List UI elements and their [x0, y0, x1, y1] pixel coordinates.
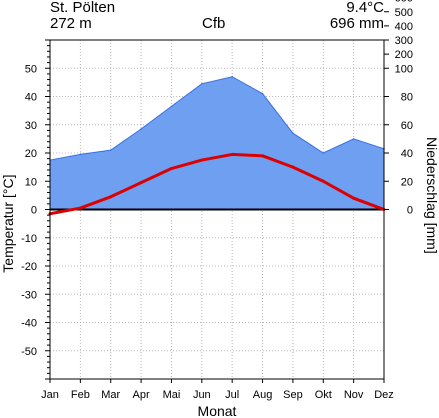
precipitation-point: [170, 105, 173, 108]
temperature-tick-label: 10: [25, 176, 37, 188]
temperature-point: [291, 165, 295, 169]
precipitation-point: [261, 92, 264, 95]
axis-ticks: [45, 11, 389, 383]
precipitation-point: [79, 153, 82, 156]
temperature-tick-label: 20: [25, 148, 37, 160]
temperature-line: [49, 152, 385, 216]
month-label: Mai: [163, 389, 181, 401]
month-label: Okt: [315, 389, 332, 401]
temperature-series: [48, 152, 386, 216]
temperature-tick-label: -30: [21, 289, 37, 301]
precipitation-line: [49, 76, 385, 161]
month-label: Jul: [225, 389, 239, 401]
climate-classification: Cfb: [202, 15, 226, 32]
month-label: Jun: [193, 389, 211, 401]
temperature-tick-label: -50: [21, 346, 37, 358]
station-elevation: 272 m: [50, 15, 92, 32]
precipitation-point: [352, 138, 355, 140]
temperature-point: [261, 154, 265, 158]
temperature-tick-label: -40: [21, 318, 37, 330]
precipitation-tick-label: 0: [407, 205, 413, 217]
month-label: Jan: [41, 389, 59, 401]
station-name: St. Pölten: [50, 0, 116, 16]
month-label: Apr: [133, 389, 150, 401]
precipitation-tick-label: 500: [395, 7, 413, 19]
precipitation-point: [322, 152, 325, 154]
temperature-point: [169, 167, 173, 171]
precipitation-point: [292, 132, 294, 135]
mean-annual-temperature: 9.4°C: [346, 0, 384, 16]
temperature-point: [352, 196, 356, 200]
y-axis-label-right: Niederschlag [mm]: [424, 137, 439, 254]
y-axis-label-left: Temperatur [°C]: [0, 175, 16, 273]
precipitation-tick-label: 80: [401, 92, 413, 104]
month-label: Aug: [253, 389, 273, 401]
x-axis-label: Monat: [198, 403, 237, 418]
precipitation-tick-label: 400: [395, 21, 413, 33]
precipitation-tick-label: 200: [395, 49, 413, 61]
precipitation-point: [109, 149, 112, 151]
grid: [50, 39, 384, 380]
temperature-tick-label: 30: [25, 120, 37, 132]
temperature-tick-label: -20: [21, 261, 37, 273]
precipitation-point: [231, 75, 233, 78]
precipitation-tick-label: 40: [401, 148, 413, 160]
axis-labels: 50403020100-10-20-30-40-5090080070060050…: [21, 0, 413, 401]
precipitation-tick-label: 600: [395, 0, 413, 5]
precipitation-tick-label: 100: [395, 63, 413, 75]
temperature-point: [230, 152, 234, 156]
month-label: Sep: [283, 389, 303, 401]
temperature-point: [321, 179, 325, 183]
precipitation-point: [140, 128, 142, 130]
precipitation-area: [50, 76, 384, 210]
precipitation-tick-label: 300: [395, 35, 413, 47]
month-label: Dez: [374, 389, 394, 401]
temperature-tick-label: 50: [25, 63, 37, 75]
temperature-tick-label: 0: [31, 205, 37, 217]
precipitation-point: [201, 82, 203, 85]
month-label: Feb: [71, 389, 90, 401]
temperature-point: [78, 206, 82, 210]
precipitation-tick-label: 20: [401, 176, 413, 188]
month-label: Nov: [344, 389, 364, 401]
temperature-point: [200, 158, 204, 162]
temperature-point: [139, 181, 143, 185]
temperature-tick-label: -10: [21, 233, 37, 245]
month-label: Mar: [101, 389, 120, 401]
temperature-tick-label: 40: [25, 92, 37, 104]
precipitation-tick-label: 60: [401, 120, 413, 132]
annual-precipitation: 696 mm: [329, 15, 384, 32]
temperature-point: [109, 195, 113, 199]
precipitation-series: [49, 75, 385, 210]
